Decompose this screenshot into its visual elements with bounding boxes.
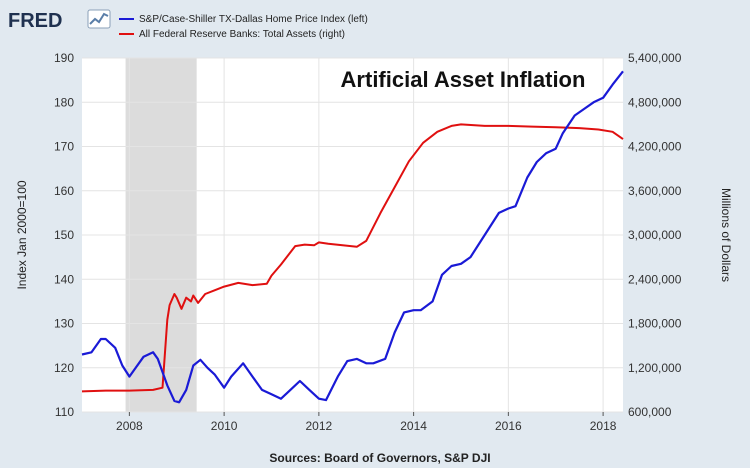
fred-logo-graph-icon <box>87 9 111 29</box>
y2-tick-label: 4,800,000 <box>628 95 682 109</box>
y-axis-title: Index Jan 2000=100 <box>15 180 29 289</box>
y-tick-label: 110 <box>55 405 74 419</box>
x-tick-label: 2010 <box>211 419 238 433</box>
y2-axis-ticks: 600,000 1,200,000 1,800,000 2,400,000 3,000,… <box>628 51 682 419</box>
x-tick-label: 2016 <box>495 419 522 433</box>
legend-label-total-assets: All Federal Reserve Banks: Total Assets … <box>139 29 345 40</box>
y2-tick-label: 2,400,000 <box>628 272 682 286</box>
y2-tick-label: 3,000,000 <box>628 228 682 242</box>
y2-axis-title: Millions of Dollars <box>719 188 733 282</box>
x-tick-label: 2018 <box>590 419 617 433</box>
y-axis-ticks: 110 120 130 140 150 160 170 180 190 <box>54 51 74 419</box>
y-tick-label: 170 <box>54 140 74 154</box>
y-tick-label: 180 <box>54 95 74 109</box>
y2-tick-label: 1,800,000 <box>628 317 682 331</box>
y-tick-label: 140 <box>54 272 74 286</box>
y-tick-label: 130 <box>54 317 74 331</box>
x-tick-label: 2012 <box>306 419 333 433</box>
legend: S&P/Case-Shiller TX-Dallas Home Price In… <box>119 14 368 40</box>
y2-tick-label: 4,200,000 <box>628 140 682 154</box>
y-tick-label: 120 <box>54 361 74 375</box>
y-tick-label: 160 <box>54 184 74 198</box>
y2-tick-label: 5,400,000 <box>628 51 682 65</box>
y2-tick-label: 1,200,000 <box>628 361 682 375</box>
x-tick-label: 2008 <box>116 419 143 433</box>
y2-tick-label: 600,000 <box>628 405 672 419</box>
fred-logo-text: FRED <box>8 10 62 32</box>
y2-tick-label: 3,600,000 <box>628 184 682 198</box>
series-home-price-line <box>81 70 624 404</box>
y-tick-label: 150 <box>54 228 74 242</box>
annotation-title: Artificial Asset Inflation <box>341 67 586 92</box>
fred-logo[interactable]: FRED <box>8 9 111 32</box>
legend-label-home-price: S&P/Case-Shiller TX-Dallas Home Price In… <box>139 14 368 25</box>
gridlines <box>82 57 623 413</box>
y-tick-label: 190 <box>54 51 74 65</box>
series-total-assets-line <box>81 123 624 393</box>
x-axis-ticks: 2008 2010 2012 2014 2016 2018 <box>116 412 617 433</box>
source-note: Sources: Board of Governors, S&P DJI <box>269 451 490 465</box>
x-tick-label: 2014 <box>400 419 427 433</box>
